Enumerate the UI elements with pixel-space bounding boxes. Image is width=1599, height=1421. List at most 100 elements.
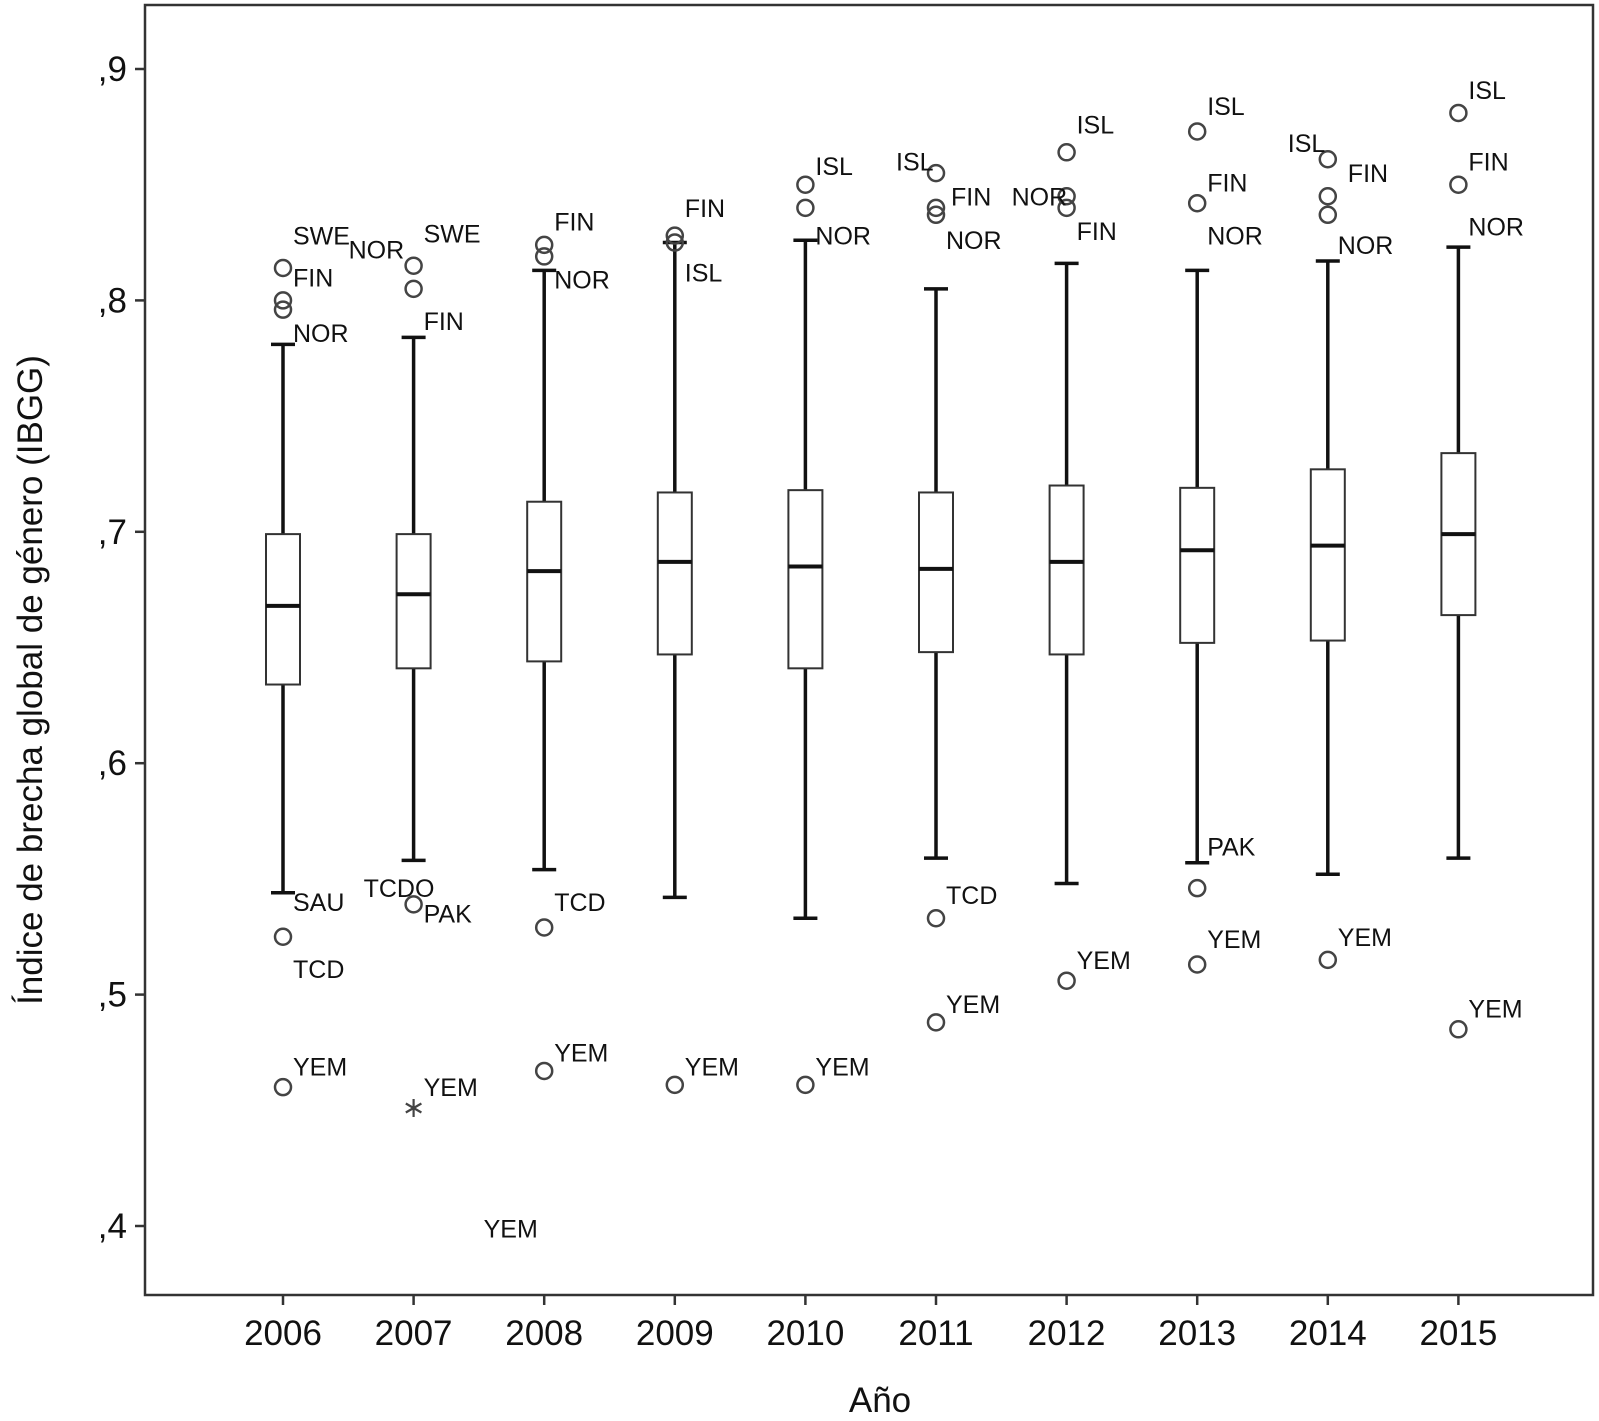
outlier-label: TCD (293, 956, 344, 984)
y-tick-label: ,9 (98, 50, 127, 89)
outlier-point (534, 1061, 554, 1081)
outlier-point (1318, 187, 1338, 206)
outlier-point (665, 226, 685, 245)
outlier-label: YEM (1077, 947, 1131, 975)
x-tick-label: 2013 (1158, 1314, 1236, 1353)
outlier-label: PAK (1207, 834, 1255, 862)
outlier-label: FIN (554, 209, 594, 237)
outlier-point (404, 895, 423, 914)
outlier-point (1449, 103, 1468, 123)
outlier-point (1449, 175, 1468, 194)
outlier-label: SAU (293, 889, 344, 917)
outlier-point (534, 918, 554, 937)
outlier-label: YEM (946, 991, 1000, 1019)
outlier-label: SWE (293, 223, 350, 251)
outlier-point (1057, 143, 1076, 162)
outlier-point (1449, 1020, 1468, 1039)
outlier-label: TCD (946, 882, 997, 910)
box-2015 (1440, 245, 1477, 860)
outlier-point (1187, 193, 1207, 213)
y-tick-label: ,4 (98, 1207, 127, 1246)
outlier-point (273, 1077, 293, 1097)
box-2009 (656, 240, 693, 900)
box-2010 (787, 238, 824, 920)
outlier-label: FIN (951, 183, 991, 211)
outlier-point (1057, 187, 1076, 206)
y-tick-label: ,5 (98, 976, 127, 1015)
outlier-label: ISL (1077, 112, 1115, 140)
outlier-point (926, 163, 946, 183)
outlier-label: TCDO (364, 875, 435, 903)
iqr-box (395, 533, 432, 670)
outlier-point (1318, 205, 1338, 225)
outlier-point (1318, 950, 1338, 970)
iqr-box (918, 491, 954, 654)
iqr-box (1048, 484, 1085, 656)
outlier-point (796, 175, 815, 194)
outlier-point (926, 198, 946, 218)
outlier-label: FIN (1348, 160, 1388, 188)
outlier-label: YEM (424, 1074, 478, 1102)
box-2011 (918, 287, 954, 860)
outlier-point (1187, 122, 1207, 141)
outlier-point (534, 235, 554, 255)
box-2007 (395, 335, 432, 863)
box-2014 (1309, 259, 1346, 877)
outlier-label: PAK (424, 901, 472, 929)
outlier-point (273, 291, 293, 310)
x-tick-label: 2008 (505, 1314, 583, 1353)
outlier-label: YEM (1468, 995, 1522, 1023)
x-tick-label: 2015 (1419, 1314, 1497, 1353)
outlier-point (404, 279, 423, 299)
outlier-label: NOR (293, 320, 349, 348)
outlier-label: YEM (815, 1053, 869, 1081)
iqr-box (656, 491, 693, 656)
outlier-label: YEM (685, 1053, 739, 1081)
outlier-point (796, 198, 815, 218)
boxes (265, 238, 1477, 920)
iqr-box (526, 500, 563, 663)
outlier-point (1057, 971, 1076, 990)
x-tick-label: 2012 (1028, 1314, 1106, 1353)
iqr-box (1179, 486, 1216, 644)
outlier-point (665, 233, 685, 252)
outlier-labels: SWEFINNORSAUTCDYEMNORSWEFINTCDOPAKYEMYEM… (293, 77, 1524, 1243)
outlier-label: SWE (424, 220, 481, 248)
x-axis: 2006 2007 2008 2009 2010 2011 2012 2013 2014 2015 (244, 1295, 1497, 1353)
outlier-label: NOR (1468, 213, 1524, 241)
outlier-label: ISL (1468, 77, 1506, 105)
outlier-point (926, 1013, 946, 1032)
outlier-point (1187, 878, 1207, 898)
x-tick-label: 2009 (636, 1314, 714, 1353)
outlier-label: TCD (554, 889, 605, 917)
outlier-label: NOR (1012, 183, 1068, 211)
outlier-label: NOR (946, 227, 1002, 255)
y-tick-label: ,8 (98, 281, 127, 320)
outlier-label: ISL (1288, 130, 1326, 158)
outlier-label: YEM (1338, 924, 1392, 952)
outlier-point (273, 258, 293, 278)
outlier-label: YEM (1207, 926, 1261, 954)
y-axis-title: Índice de brecha global de género (IBGG) (11, 355, 50, 1005)
outlier-label: NOR (1338, 232, 1394, 260)
box-2008 (526, 268, 563, 872)
outlier-point (404, 256, 423, 275)
outlier-point (534, 247, 554, 266)
y-axis: ,4 ,5 ,6 ,7 ,8 ,9 (98, 50, 145, 1246)
outlier-label: ISL (1207, 93, 1245, 121)
outlier-label: FIN (1468, 149, 1508, 177)
outlier-label: FIN (685, 195, 725, 223)
outliers (273, 103, 1468, 1117)
outlier-point (273, 927, 293, 946)
outlier-point (796, 1075, 815, 1095)
outlier-point (926, 908, 946, 928)
outlier-point (1187, 955, 1207, 974)
outlier-label: NOR (349, 236, 405, 264)
plot-frame (143, 3, 1595, 1297)
outlier-label: ISL (815, 153, 853, 181)
y-tick-label: ,6 (98, 744, 127, 783)
outlier-point (273, 300, 293, 319)
outlier-label: ISL (685, 260, 723, 288)
outlier-point (665, 1075, 685, 1095)
